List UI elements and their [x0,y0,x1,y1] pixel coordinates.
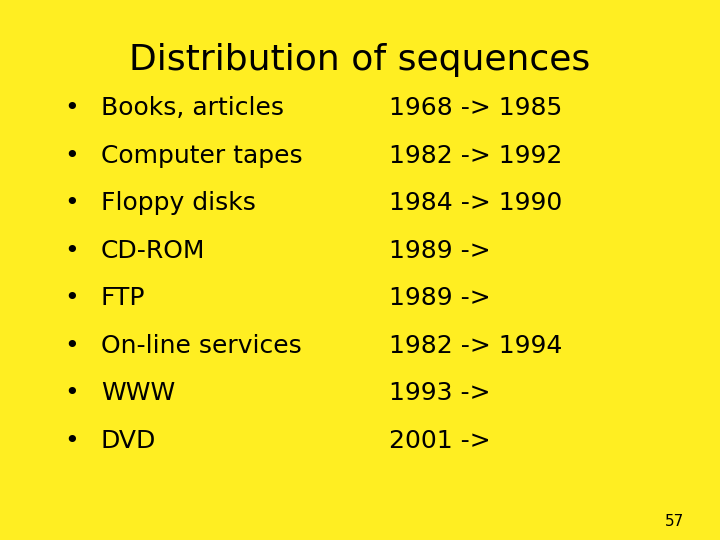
Text: •: • [65,286,79,310]
Text: WWW: WWW [101,381,175,405]
Text: 57: 57 [665,514,684,529]
Text: CD-ROM: CD-ROM [101,239,205,262]
Text: 1984 -> 1990: 1984 -> 1990 [389,191,562,215]
Text: Floppy disks: Floppy disks [101,191,256,215]
Text: •: • [65,334,79,357]
Text: •: • [65,191,79,215]
Text: •: • [65,381,79,405]
Text: •: • [65,429,79,453]
Text: 1993 ->: 1993 -> [389,381,490,405]
Text: •: • [65,144,79,167]
Text: 2001 ->: 2001 -> [389,429,490,453]
Text: FTP: FTP [101,286,145,310]
Text: Distribution of sequences: Distribution of sequences [130,43,590,77]
Text: Books, articles: Books, articles [101,96,284,120]
Text: Computer tapes: Computer tapes [101,144,302,167]
Text: 1982 -> 1994: 1982 -> 1994 [389,334,562,357]
Text: DVD: DVD [101,429,156,453]
Text: 1968 -> 1985: 1968 -> 1985 [389,96,562,120]
Text: 1982 -> 1992: 1982 -> 1992 [389,144,562,167]
Text: 1989 ->: 1989 -> [389,239,490,262]
Text: On-line services: On-line services [101,334,302,357]
Text: 1989 ->: 1989 -> [389,286,490,310]
Text: •: • [65,239,79,262]
Text: •: • [65,96,79,120]
